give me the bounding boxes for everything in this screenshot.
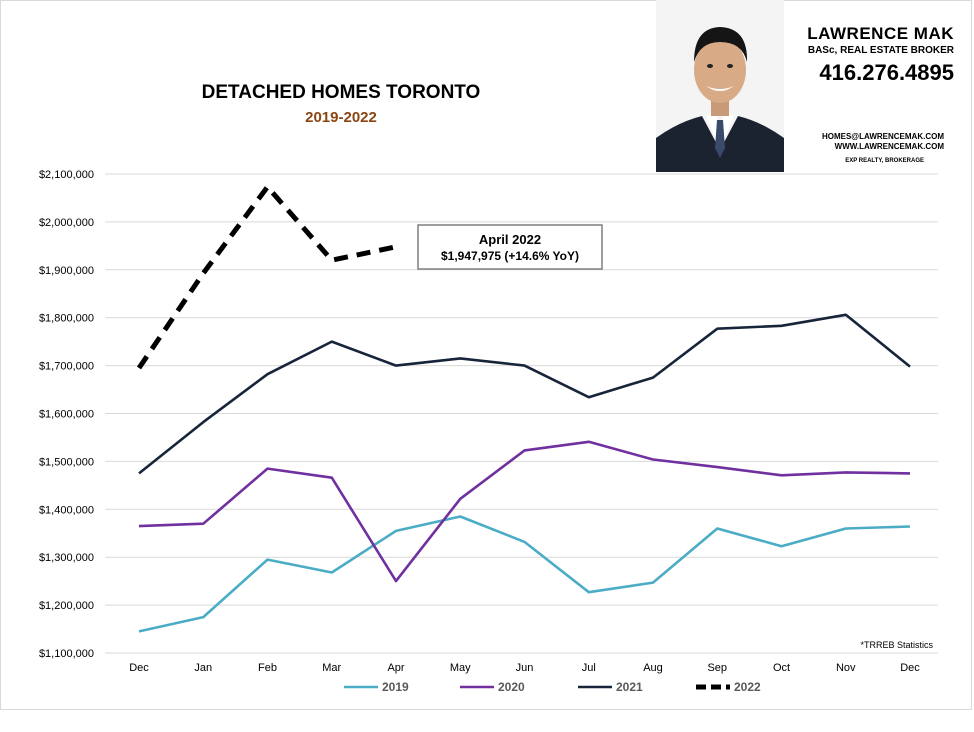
x-tick-label: Dec [900,662,920,674]
agent-card: LAWRENCE MAK BASc, REAL ESTATE BROKER 41… [656,0,974,172]
y-tick-label: $1,500,000 [39,456,94,468]
y-tick-label: $1,800,000 [39,313,94,325]
legend: 2019 2020 2021 2022 [344,680,761,694]
x-tick-label: Jan [194,662,212,674]
callout-line2: $1,947,975 (+14.6% YoY) [441,249,579,263]
y-tick-label: $1,400,000 [39,504,94,516]
callout-box: April 2022 $1,947,975 (+14.6% YoY) [417,224,603,270]
y-tick-label: $1,900,000 [39,265,94,277]
agent-email: HOMES@LAWRENCEMAK.COM [821,132,944,141]
x-tick-label: Jul [582,662,596,674]
chart-frame [0,0,972,710]
legend-label-2021: 2021 [616,680,643,694]
series-line-2021 [138,313,911,475]
chart-subtitle: 2019-2022 [305,109,377,126]
agent-website: WWW.LAWRENCEMAK.COM [834,142,944,151]
callout-line1: April 2022 [479,232,541,247]
x-tick-label: Oct [773,662,790,674]
x-tick-label: Jun [516,662,534,674]
legend-label-2020: 2020 [498,680,525,694]
agent-brokerage: EXP REALTY, BROKERAGE [845,158,924,164]
x-tick-label: Dec [129,662,149,674]
y-tick-label: $1,600,000 [39,409,94,421]
source-note: *TRREB Statistics [860,640,933,650]
legend-label-2022: 2022 [734,680,761,694]
series-line-2022 [136,184,397,370]
x-tick-label: Feb [258,662,277,674]
y-tick-label: $2,000,000 [39,217,94,229]
legend-label-2019: 2019 [382,680,409,694]
y-tick-label: $2,100,000 [39,169,94,181]
x-tick-label: May [450,662,471,674]
x-tick-label: Apr [387,662,404,674]
x-tick-label: Aug [643,662,663,674]
x-tick-label: Nov [836,662,856,674]
y-tick-label: $1,700,000 [39,361,94,373]
agent-title: BASc, REAL ESTATE BROKER [807,45,954,56]
x-tick-label: Sep [707,662,727,674]
agent-phone: 416.276.4895 [819,60,954,85]
series-line-2020 [138,440,911,583]
agent-name: LAWRENCE MAK [807,24,954,43]
y-tick-label: $1,100,000 [39,648,94,660]
y-tick-label: $1,200,000 [39,600,94,612]
agent-photo [656,0,784,172]
series-line-2019 [138,515,911,633]
chart-title: DETACHED HOMES TORONTO [202,82,481,103]
y-tick-label: $1,300,000 [39,552,94,564]
x-tick-label: Mar [322,662,341,674]
